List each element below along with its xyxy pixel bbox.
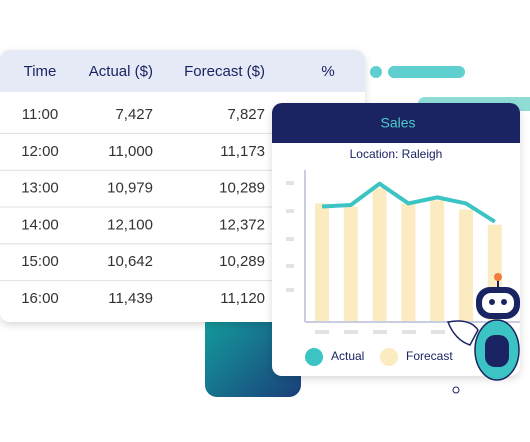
card (272, 103, 520, 376)
decor-dot (370, 66, 382, 78)
cell: 7,827 (227, 106, 265, 123)
cell: 15:00 (21, 253, 59, 270)
column-header: Time (24, 63, 57, 80)
decor-pill (388, 66, 465, 78)
cell: 11,120 (220, 290, 265, 307)
cell: 11,000 (108, 143, 153, 160)
bar (343, 206, 358, 322)
legend-swatch (305, 348, 323, 366)
cell: 14:00 (21, 216, 59, 233)
legend-label: Actual (331, 349, 364, 363)
column-header: Forecast ($) (184, 63, 265, 80)
table-header-bg (0, 50, 365, 92)
bar (372, 188, 387, 322)
robot (446, 273, 520, 394)
line (321, 181, 496, 224)
legend-swatch (380, 348, 398, 366)
cell: 11:00 (22, 106, 58, 123)
chart-title: Sales (380, 115, 415, 131)
decor-dashes (286, 181, 445, 334)
cell: 12:00 (21, 143, 59, 160)
cell: 11,439 (108, 290, 153, 307)
cell: 11,173 (220, 143, 265, 160)
bar (430, 200, 445, 322)
legend-label: Forecast (406, 349, 453, 363)
cell: 12,372 (219, 216, 265, 233)
cell: 16:00 (21, 290, 59, 307)
chart-subtitle: Location: Raleigh (350, 147, 443, 161)
chart-card: Sales Location: Raleigh (272, 103, 520, 376)
column-header: % (321, 63, 334, 80)
column-header: Actual ($) (89, 63, 153, 80)
bar (315, 203, 329, 322)
bar (401, 203, 416, 322)
cell: 12,100 (107, 216, 153, 233)
cell: 10,289 (219, 180, 265, 197)
cell: 10,289 (219, 253, 265, 270)
cell: 10,979 (107, 180, 153, 197)
cell: 10,642 (107, 253, 153, 270)
bar (459, 209, 473, 322)
cell: 7,427 (115, 106, 153, 123)
cell: 13:00 (21, 180, 59, 197)
card-header (272, 103, 520, 143)
